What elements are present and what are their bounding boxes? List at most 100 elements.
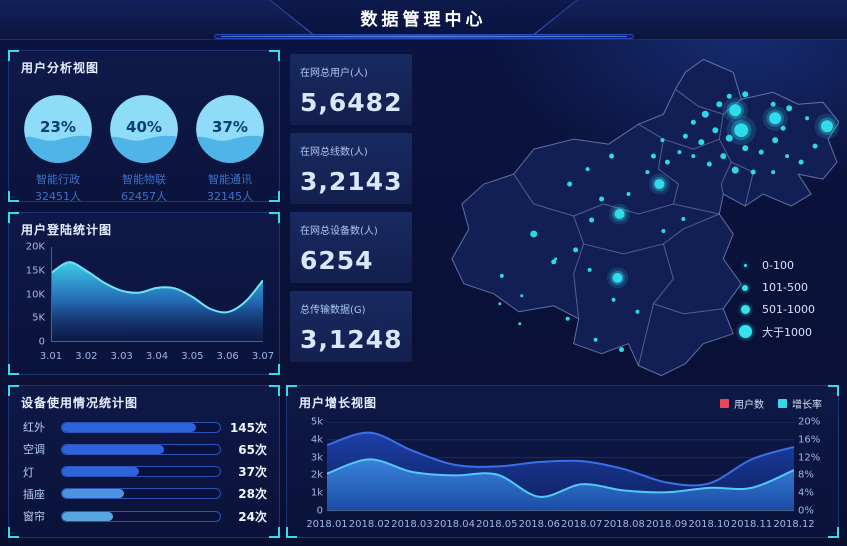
stat-card-total-devices: 在网总设备数(人) 6254 <box>290 212 412 283</box>
bar-track[interactable] <box>61 421 221 433</box>
map-bubble[interactable] <box>786 105 793 112</box>
province-map[interactable]: 0-100 101-500 501-1000 大于1000 <box>424 44 840 380</box>
map-bubble[interactable] <box>772 137 779 144</box>
map-bubble[interactable] <box>742 145 749 152</box>
map-bubble[interactable] <box>712 127 719 134</box>
growth-area-chart[interactable] <box>326 421 795 511</box>
map-bubble[interactable] <box>725 134 733 142</box>
map-bubble[interactable] <box>551 259 557 265</box>
map-internal-borders <box>513 88 754 366</box>
map-bubble[interactable] <box>681 216 686 221</box>
panel-device-usage: 设备使用情况统计图 红外 145次 空调 65次灯 37次 插座 28次 窗帘 24次 <box>8 385 280 538</box>
map-bubble[interactable] <box>691 154 696 159</box>
map-bubble[interactable] <box>593 337 598 342</box>
map-bubble[interactable] <box>798 159 804 165</box>
map-bubble[interactable] <box>734 123 749 138</box>
map-bubble[interactable] <box>726 93 732 99</box>
map-bubble[interactable] <box>614 209 625 219</box>
analysis-circle-1[interactable]: 40% 智能物联 62457人 <box>102 93 186 204</box>
legend-label: 101-500 <box>762 281 808 294</box>
map-bubble[interactable] <box>720 153 727 160</box>
device-bar-row-1[interactable]: 空调 65次 <box>23 440 267 458</box>
map-bubble[interactable] <box>716 101 723 108</box>
analysis-circle-2[interactable]: 37% 智能通讯 32145人 <box>188 93 272 204</box>
axis-tick-label: 2018.04 <box>433 519 476 530</box>
legend-label: 用户数 <box>734 400 764 411</box>
map-bubble[interactable] <box>664 159 670 165</box>
map-bubble[interactable] <box>499 273 504 278</box>
bar-track[interactable] <box>61 443 221 455</box>
map-bubble[interactable] <box>645 170 650 175</box>
analysis-circle-0[interactable]: 23% 智能行政 32451人 <box>16 93 100 204</box>
map-bubble[interactable] <box>785 154 790 159</box>
map-bubble[interactable] <box>706 161 712 167</box>
axis-tick-label: 4k <box>310 434 323 446</box>
map-bubble[interactable] <box>609 153 615 159</box>
map-bubble[interactable] <box>567 181 573 187</box>
analysis-circles[interactable]: 23% 智能行政 32451人 40% 智能物联 62457人 37% 智能通讯 32145人 <box>15 93 273 204</box>
map-bubble[interactable] <box>661 228 666 233</box>
axis-tick-label: 2018.09 <box>645 519 688 530</box>
map-bubble[interactable] <box>750 169 756 175</box>
map-svg[interactable] <box>424 44 840 380</box>
map-bubble[interactable] <box>729 104 742 117</box>
growth-legend-item-0[interactable]: 用户数 <box>720 396 764 411</box>
login-area-chart[interactable] <box>50 247 264 342</box>
bar-value: 24次 <box>238 509 267 524</box>
map-bubble[interactable] <box>805 116 810 121</box>
map-bubble[interactable] <box>758 149 764 155</box>
device-bar-row-2[interactable]: 灯 37次 <box>23 463 267 481</box>
map-bubble[interactable] <box>770 101 776 107</box>
map-bubble[interactable] <box>589 217 595 223</box>
axis-tick-label: 3k <box>310 452 323 464</box>
bar-track[interactable] <box>61 466 221 477</box>
map-bubble[interactable] <box>565 316 570 321</box>
map-bubble[interactable] <box>498 302 502 306</box>
map-bubble[interactable] <box>677 150 682 155</box>
map-bubble[interactable] <box>611 297 616 302</box>
device-bar-row-0[interactable]: 红外 145次 <box>23 418 267 436</box>
map-bubble[interactable] <box>682 133 688 139</box>
map-bubble[interactable] <box>771 170 776 175</box>
map-bubble[interactable] <box>701 110 709 118</box>
device-bar-row-4[interactable]: 窗帘 24次 <box>23 507 267 525</box>
growth-right-axis-labels: 0% 4% 8% 12% 16% 20% <box>798 417 830 517</box>
map-bubble[interactable] <box>619 347 625 353</box>
axis-tick-label: 5k <box>310 416 323 428</box>
map-bubble[interactable] <box>698 139 705 146</box>
map-bubble[interactable] <box>530 230 538 238</box>
map-bubble[interactable] <box>518 322 522 326</box>
map-bubble[interactable] <box>635 309 640 314</box>
map-bubble[interactable] <box>654 179 665 190</box>
panel-title-user-analysis: 用户分析视图 <box>21 61 100 75</box>
bar-fill <box>62 467 140 476</box>
map-bubble[interactable] <box>585 167 590 172</box>
map-bubble[interactable] <box>812 143 818 149</box>
map-bubble[interactable] <box>612 272 623 283</box>
map-bubble[interactable] <box>554 257 558 261</box>
map-bubble[interactable] <box>780 125 786 131</box>
growth-legend[interactable]: 用户数 增长率 <box>720 396 822 411</box>
map-bubble[interactable] <box>742 91 749 98</box>
map-bubble[interactable] <box>573 247 579 253</box>
device-bar-chart[interactable]: 红外 145次 空调 65次灯 37次插座 28次窗帘 24次 <box>23 418 267 525</box>
map-bubble[interactable] <box>599 196 605 202</box>
map-bubble[interactable] <box>626 192 631 197</box>
stat-label: 在网总线数(人) <box>300 147 368 158</box>
device-bar-row-3[interactable]: 插座 28次 <box>23 485 267 503</box>
map-bubble[interactable] <box>690 119 696 125</box>
growth-legend-item-1[interactable]: 增长率 <box>778 396 822 411</box>
map-bubble[interactable] <box>587 267 592 272</box>
bar-track[interactable] <box>61 510 221 522</box>
map-bubble[interactable] <box>520 294 524 298</box>
legend-swatch <box>720 399 729 408</box>
map-bubbles[interactable] <box>498 91 840 353</box>
map-bubble[interactable] <box>650 153 656 159</box>
map-bubble[interactable] <box>660 138 665 143</box>
bar-track[interactable] <box>61 488 221 500</box>
map-legend: 0-100 101-500 501-1000 大于1000 <box>737 258 815 339</box>
map-bubble[interactable] <box>769 112 782 125</box>
map-bubble[interactable] <box>731 166 739 174</box>
map-bubble[interactable] <box>821 120 834 133</box>
axis-tick-label: 3.04 <box>145 351 169 362</box>
